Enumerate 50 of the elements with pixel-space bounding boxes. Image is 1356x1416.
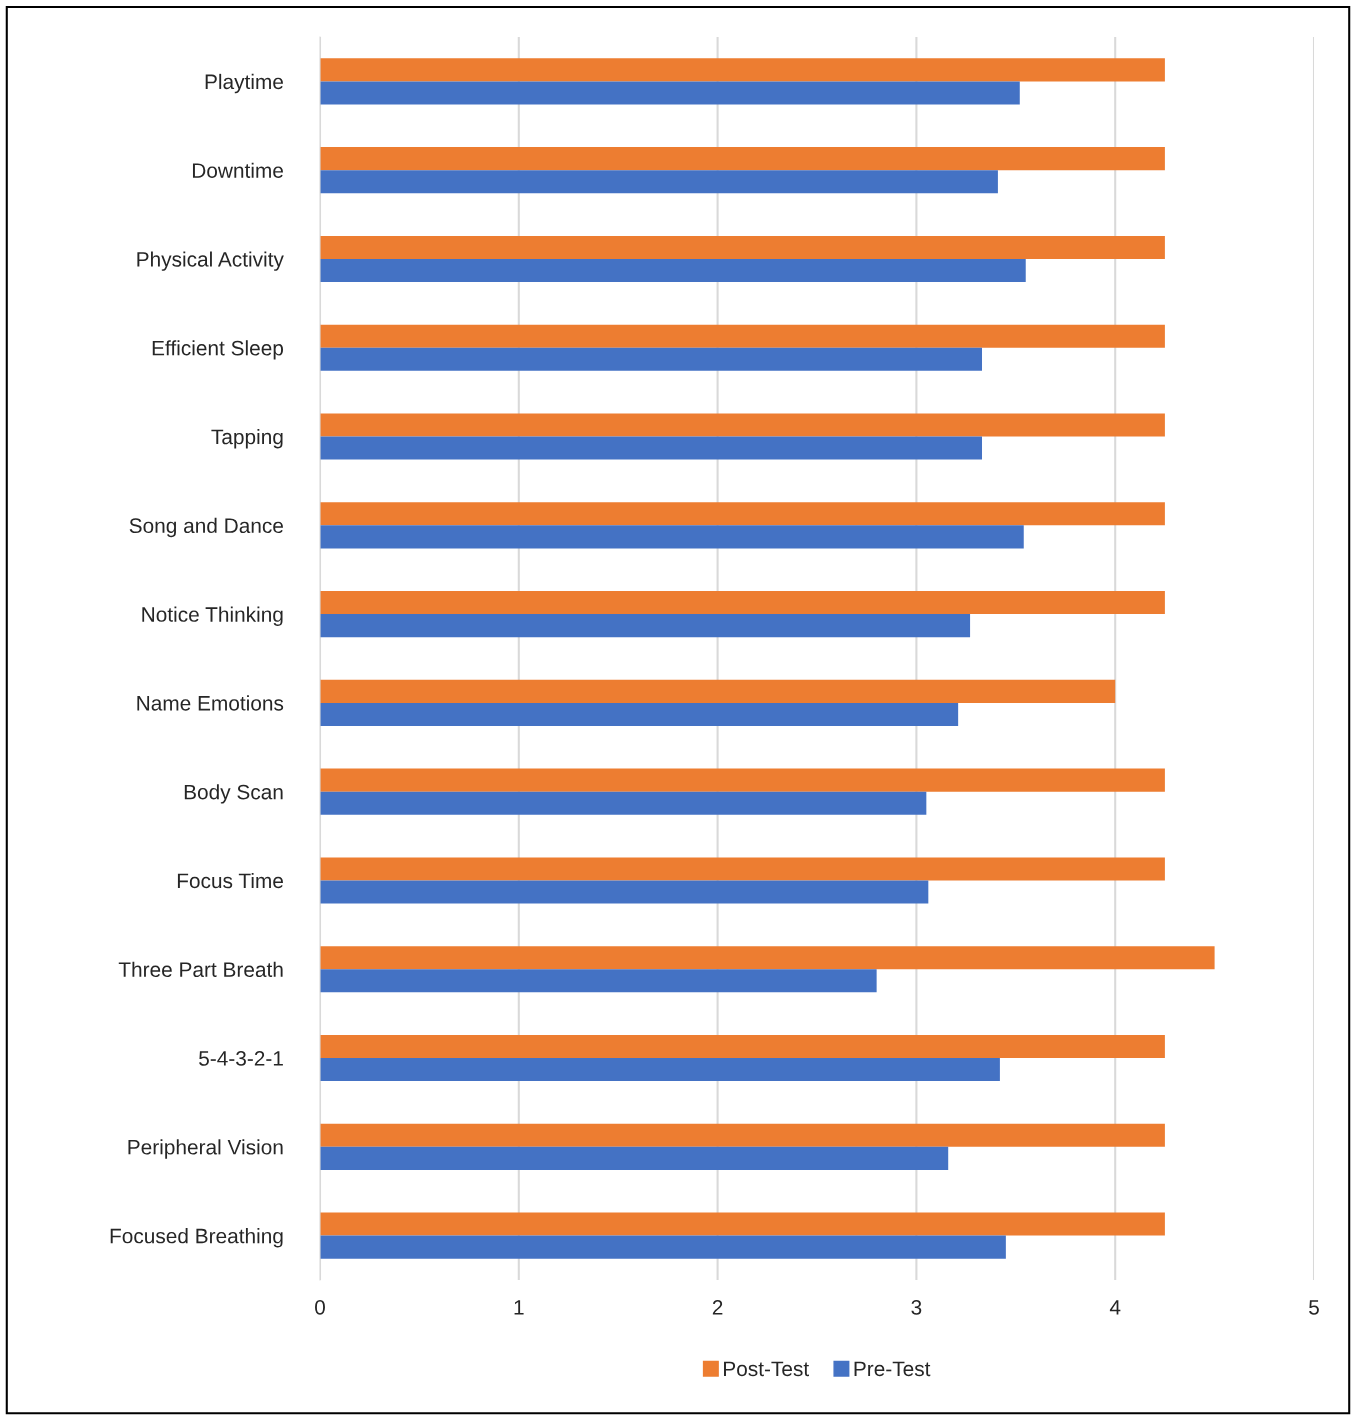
bar — [320, 791, 927, 815]
bar — [320, 768, 1165, 792]
bar — [320, 946, 1215, 970]
bar — [320, 525, 1024, 549]
y-tick-label: Focus Time — [177, 872, 283, 889]
y-tick-label: Song and Dance — [129, 517, 283, 538]
y-tick-label: Notice Thinking — [142, 606, 283, 626]
bar — [320, 502, 1165, 526]
bar — [320, 413, 1165, 437]
x-tick-label: 1 — [514, 1300, 524, 1315]
bar — [320, 679, 1116, 703]
legend-label: Post-Test — [724, 1361, 809, 1377]
y-tick-label: 5-4-3-2-1 — [199, 1051, 283, 1066]
y-tick-label: Efficient Sleep — [152, 340, 284, 360]
bar — [320, 58, 1165, 82]
y-tick-label: Physical Activity — [137, 251, 284, 271]
bar — [320, 81, 1020, 105]
x-tick-label: 2 — [712, 1299, 723, 1315]
y-tick-label: Three Part Breath — [118, 961, 283, 977]
bar — [320, 591, 1165, 615]
x-tick-label: 3 — [911, 1299, 922, 1315]
y-tick-label: Body Scan — [184, 784, 283, 804]
bar — [320, 702, 959, 726]
legend-label: Pre-Test — [854, 1361, 931, 1377]
bar — [320, 235, 1165, 259]
y-tick-label: Playtime — [205, 73, 283, 94]
y-tick-label: Focused Breathing — [110, 1228, 283, 1248]
bar — [320, 436, 982, 460]
y-tick-label: Tapping — [211, 428, 283, 449]
bar — [320, 258, 1026, 283]
bar — [320, 1235, 1006, 1259]
bar — [320, 614, 971, 638]
bar — [320, 147, 1165, 171]
y-tick-label: Peripheral Vision — [128, 1139, 283, 1159]
bar — [320, 1146, 949, 1170]
bar — [320, 324, 1165, 348]
bar — [320, 347, 982, 371]
bar — [320, 1212, 1165, 1236]
y-tick-label: Name Emotions — [137, 695, 284, 711]
y-tick-label: Downtime — [192, 162, 283, 178]
bar — [320, 1058, 1000, 1082]
bar — [320, 857, 1165, 881]
bar — [320, 880, 929, 904]
bar — [320, 1123, 1165, 1147]
bar — [320, 1034, 1165, 1059]
x-tick-label: 4 — [1109, 1300, 1121, 1315]
bar — [320, 170, 998, 194]
bar — [320, 969, 877, 993]
x-tick-label: 0 — [315, 1299, 325, 1315]
x-tick-label: 5 — [1309, 1300, 1319, 1315]
